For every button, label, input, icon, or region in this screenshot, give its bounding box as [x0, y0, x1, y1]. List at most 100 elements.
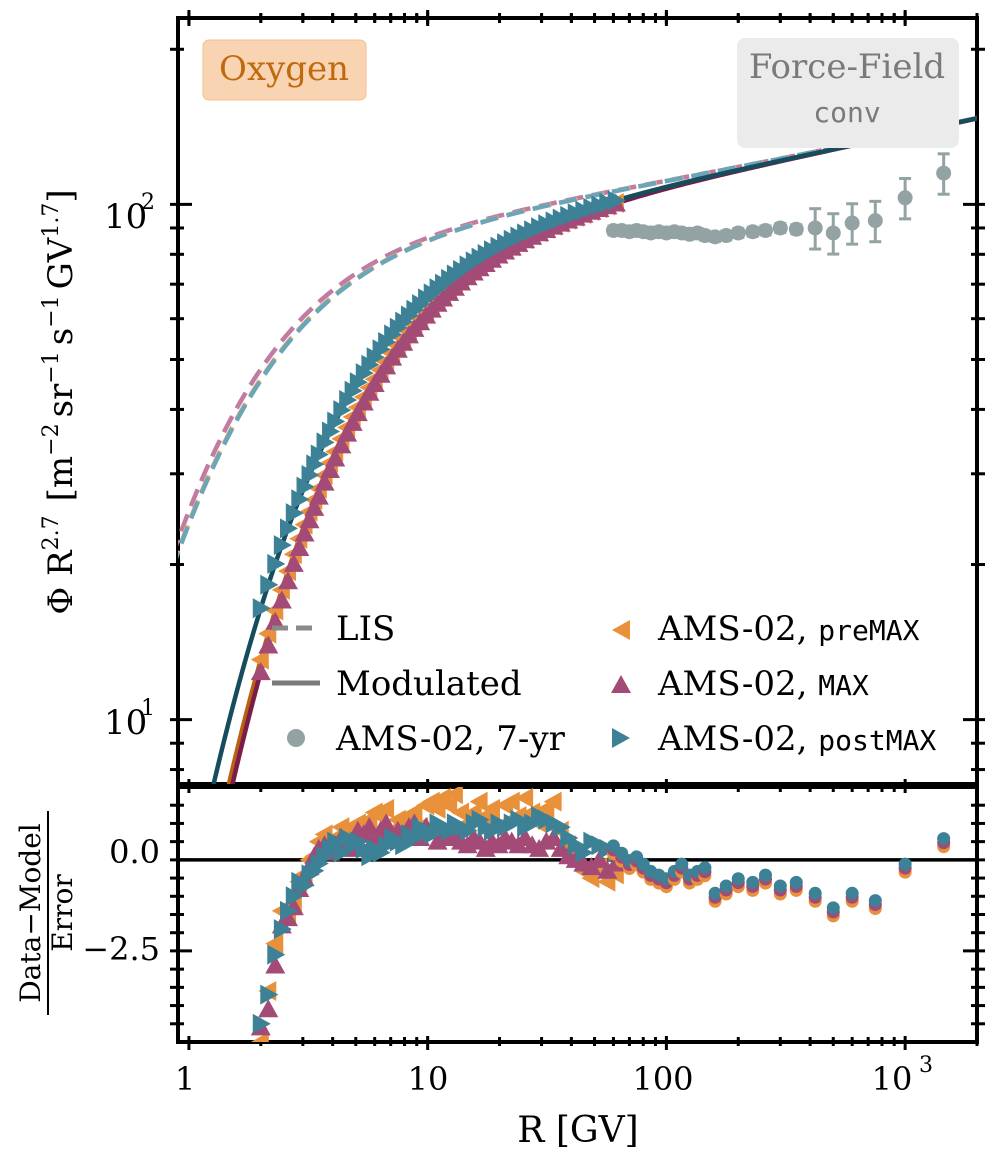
point-postmax: [327, 411, 346, 432]
legend: LIS Modulated AMS-02, 7-yr AMS-02, preMA…: [272, 609, 936, 759]
residual-circle-postmax: [789, 875, 803, 889]
point-7yr: [730, 225, 746, 241]
residual-point-premax: [515, 787, 534, 808]
y-label-phi-exp: 2.7: [39, 515, 64, 550]
point-7yr: [772, 220, 788, 236]
y-label-gv-exp: 1.7: [39, 203, 64, 238]
x-tick-label-100: 100: [632, 1060, 693, 1098]
legend-item-lis: LIS: [272, 609, 395, 649]
point-7yr: [897, 190, 913, 206]
residual-point-premax: [451, 802, 470, 823]
legend-label-modulated: Modulated: [336, 664, 522, 704]
residual-point-postmax: [252, 1013, 271, 1034]
axis-ticks: [170, 10, 985, 1050]
residual-point-premax: [439, 795, 458, 816]
point-postmax: [339, 389, 358, 410]
legend-swatch-premax: [612, 620, 630, 640]
point-max: [320, 460, 341, 479]
residual-point-postmax: [285, 886, 304, 907]
legend-item-modulated: Modulated: [272, 664, 522, 704]
element-badge: Oxygen: [202, 39, 367, 101]
point-max: [304, 497, 325, 516]
point-max: [308, 486, 329, 505]
residual-point-max: [543, 828, 564, 846]
residual-circle-postmax: [758, 868, 772, 882]
points-postmax: [252, 190, 626, 619]
x-tick-labels: 1 10 100 10 3: [175, 1053, 933, 1098]
point-7yr: [757, 222, 773, 238]
residual-point-premax: [482, 798, 501, 819]
residual-circle-postmax: [675, 857, 689, 871]
residual-point-postmax: [260, 984, 279, 1005]
point-max: [283, 553, 304, 572]
curve-lis-postmax: [178, 115, 977, 560]
legend-item-7yr: AMS-02, 7-yr: [287, 719, 566, 759]
residual-point-postmax: [296, 875, 315, 896]
point-postmax: [296, 476, 315, 497]
residual-circle-postmax: [746, 875, 760, 889]
model-badge-title: Force-Field: [749, 47, 945, 87]
point-max: [364, 374, 385, 393]
y-label-phi: Φ R: [41, 549, 81, 615]
residual-circle-postmax: [868, 894, 882, 908]
model-badge: Force-Field conv: [737, 38, 959, 148]
point-7yr: [936, 165, 952, 181]
point-postmax: [344, 380, 363, 401]
main-panel-frame: [176, 16, 979, 786]
residual-point-postmax: [406, 828, 425, 848]
residual-point-postmax: [552, 817, 571, 838]
point-max: [258, 635, 279, 654]
residual-point-premax: [265, 933, 284, 954]
legend-label-max: AMS-02, MAX: [657, 664, 869, 704]
y-label-gv: GV: [41, 236, 81, 289]
curve-modulated-max: [230, 116, 977, 784]
y-tick-labels: 10 2 10 1: [104, 190, 155, 743]
point-7yr: [707, 229, 723, 245]
residual-point-max: [376, 813, 397, 832]
residual-point-max: [265, 955, 286, 974]
y-label-sr-exp: −1: [39, 351, 64, 383]
point-max: [347, 403, 368, 422]
residual-circle-postmax: [845, 886, 859, 900]
residual-y-tick-label-minus2.5: −2.5: [82, 930, 160, 968]
point-postmax: [291, 489, 310, 510]
element-badge-box: [202, 39, 367, 101]
legend-swatch-postmax: [612, 728, 630, 748]
residual-point-postmax: [327, 831, 346, 852]
point-7yr: [844, 215, 860, 231]
main-plot-area: [178, 115, 977, 784]
point-premax: [250, 649, 269, 670]
residual-point-postmax: [279, 900, 298, 921]
legend-item-max: AMS-02, MAX: [611, 664, 869, 704]
residual-point-premax: [427, 798, 446, 819]
point-7yr: [745, 224, 761, 240]
point-postmax: [285, 503, 304, 524]
legend-swatch-max: [611, 675, 631, 693]
residual-point-postmax: [267, 944, 286, 965]
point-postmax: [316, 432, 335, 453]
legend-label-7yr: AMS-02, 7-yr: [335, 719, 566, 759]
residual-circle-postmax: [698, 861, 712, 875]
point-max: [314, 472, 335, 491]
y-label-m-exp: −2: [39, 423, 64, 455]
residual-point-max: [277, 908, 298, 927]
legend-label-postmax-text: AMS-02,: [657, 719, 818, 759]
residual-point-max: [258, 999, 279, 1018]
residual-circle-postmax: [808, 886, 822, 900]
point-max: [271, 590, 292, 609]
residual-circle-postmax: [773, 879, 787, 893]
point-max: [294, 523, 315, 542]
residual-point-postmax: [273, 919, 292, 940]
legend-label-postmax: AMS-02, postMAX: [657, 719, 936, 759]
y-tick-label-100: 10: [104, 197, 147, 237]
residual-y-label-denominator: Error: [46, 874, 79, 952]
residual-point-postmax: [395, 835, 414, 856]
point-postmax: [273, 535, 292, 556]
residual-circle-postmax: [731, 872, 745, 886]
residual-circle-postmax: [719, 879, 733, 893]
point-max: [331, 435, 352, 454]
point-7yr: [788, 221, 804, 237]
residual-circle-postmax: [937, 832, 951, 846]
legend-item-postmax: AMS-02, postMAX: [612, 719, 936, 759]
point-7yr: [807, 220, 823, 236]
